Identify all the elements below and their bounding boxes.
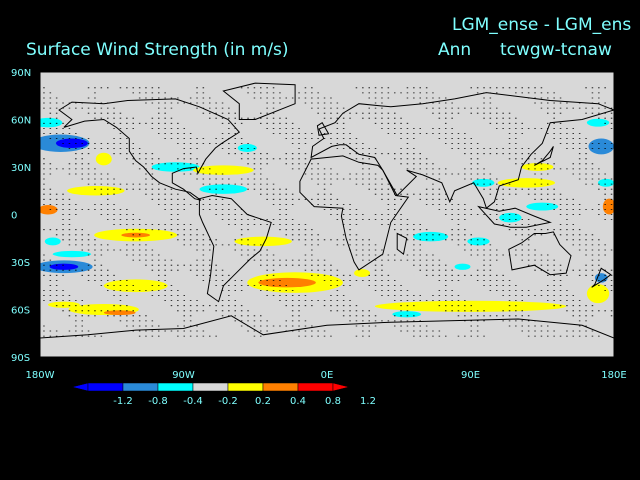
- anomaly-region-39: [602, 198, 614, 215]
- y-tick-30S: 30S: [11, 258, 30, 269]
- south-america-coastline: [198, 194, 272, 303]
- colorbar-label--1.2: -1.2: [113, 396, 133, 407]
- colorbar: -1.2 -0.8 -0.4 -0.2 0.2 0.4 0.8 1.2: [71, 382, 376, 407]
- anomaly-layer: [40, 117, 614, 318]
- colorbar-label-0.2: 0.2: [255, 396, 271, 407]
- anomaly-region-9: [40, 205, 58, 215]
- x-tick-labels: 180W 90W 0E 90E 180E: [26, 370, 627, 381]
- colorbar-label--0.2: -0.2: [218, 396, 238, 407]
- colorbar-swatch-7: [297, 382, 334, 392]
- anomaly-region-18: [103, 310, 136, 316]
- anomaly-region-19: [47, 301, 80, 308]
- anomaly-region-6: [237, 144, 257, 152]
- north-america-coastline: [58, 98, 241, 201]
- anomaly-region-30: [454, 263, 471, 270]
- japan-coastline: [534, 146, 554, 166]
- anomaly-region-26: [586, 284, 610, 304]
- colorbar-label-1.2: 1.2: [360, 396, 376, 407]
- colorbar-high-arrow: [332, 382, 350, 392]
- anomaly-region-5: [193, 165, 254, 175]
- x-tick-180E: 180E: [601, 370, 626, 381]
- y-tick-60N: 60N: [11, 116, 31, 127]
- madagascar-coastline: [396, 232, 408, 255]
- uk-coastline: [316, 121, 330, 136]
- anomaly-region-3: [95, 152, 112, 166]
- anomaly-region-32: [521, 163, 554, 171]
- map-frame: [39, 71, 615, 358]
- anomaly-region-1: [55, 138, 88, 148]
- anomaly-region-34: [526, 202, 559, 211]
- anomaly-region-2: [40, 117, 63, 128]
- anomaly-region-10: [44, 237, 61, 246]
- colorbar-swatch-4: [192, 382, 229, 392]
- anomaly-region-25: [374, 300, 567, 312]
- colorbar-low-arrow: [71, 382, 89, 392]
- colorbar-swatch-6: [262, 382, 299, 392]
- y-tick-90N: 90N: [11, 68, 31, 79]
- anomaly-region-12: [121, 232, 151, 238]
- indonesia-coastline: [477, 205, 552, 228]
- anomaly-region-22: [258, 277, 316, 288]
- anomaly-region-36: [588, 138, 614, 155]
- chart-title: Surface Wind Strength (in m/s): [26, 40, 289, 60]
- anomaly-region-4: [151, 162, 200, 172]
- y-tick-60S: 60S: [11, 306, 30, 317]
- colorbar-swatch-5: [227, 382, 264, 392]
- y-tick-90S: 90S: [11, 353, 30, 364]
- anomaly-region-38: [598, 178, 614, 187]
- y-tick-30N: 30N: [11, 163, 31, 174]
- colorbar-swatch-2: [122, 382, 159, 392]
- eurasia-coastline: [310, 92, 614, 210]
- x-tick-0E: 0E: [321, 370, 334, 381]
- anomaly-region-29: [467, 237, 490, 246]
- anomaly-region-31: [497, 178, 556, 188]
- anomaly-region-7: [67, 186, 125, 196]
- anomaly-region-8: [199, 184, 248, 194]
- anomaly-region-16: [103, 279, 168, 293]
- greenland-coastline: [222, 82, 296, 120]
- season-label: Ann: [438, 40, 472, 60]
- coastline-layer: [40, 82, 614, 339]
- anomaly-region-14: [49, 263, 79, 270]
- x-tick-180W: 180W: [26, 370, 55, 381]
- colorbar-label-0.8: 0.8: [325, 396, 341, 407]
- anomaly-region-37: [586, 118, 610, 127]
- y-tick-labels: 90N 60N 30N 0 30S 60S 90S: [11, 68, 31, 364]
- x-tick-90E: 90E: [461, 370, 480, 381]
- colorbar-label-0.4: 0.4: [290, 396, 306, 407]
- anomaly-region-23: [354, 269, 371, 278]
- anomaly-region-33: [472, 178, 495, 187]
- australia-coastline: [508, 231, 572, 276]
- colorbar-label--0.4: -0.4: [183, 396, 203, 407]
- colorbar-label--0.8: -0.8: [148, 396, 168, 407]
- anomaly-region-20: [234, 236, 292, 247]
- africa-coastline: [299, 155, 410, 271]
- colorbar-swatch-3: [157, 382, 194, 392]
- variable-label: tcwgw-tcnaw: [500, 40, 612, 60]
- anomaly-region-24: [392, 311, 422, 318]
- antarctica-coastline: [40, 315, 614, 339]
- experiment-label: LGM_ense - LGM_ens: [452, 15, 632, 35]
- new-zealand-coastline: [591, 267, 612, 288]
- colorbar-swatch-1: [87, 382, 124, 392]
- x-tick-90W: 90W: [172, 370, 195, 381]
- anomaly-region-28: [413, 231, 449, 242]
- anomaly-region-35: [499, 212, 522, 223]
- y-tick-0: 0: [11, 211, 17, 222]
- anomaly-region-15: [52, 250, 92, 258]
